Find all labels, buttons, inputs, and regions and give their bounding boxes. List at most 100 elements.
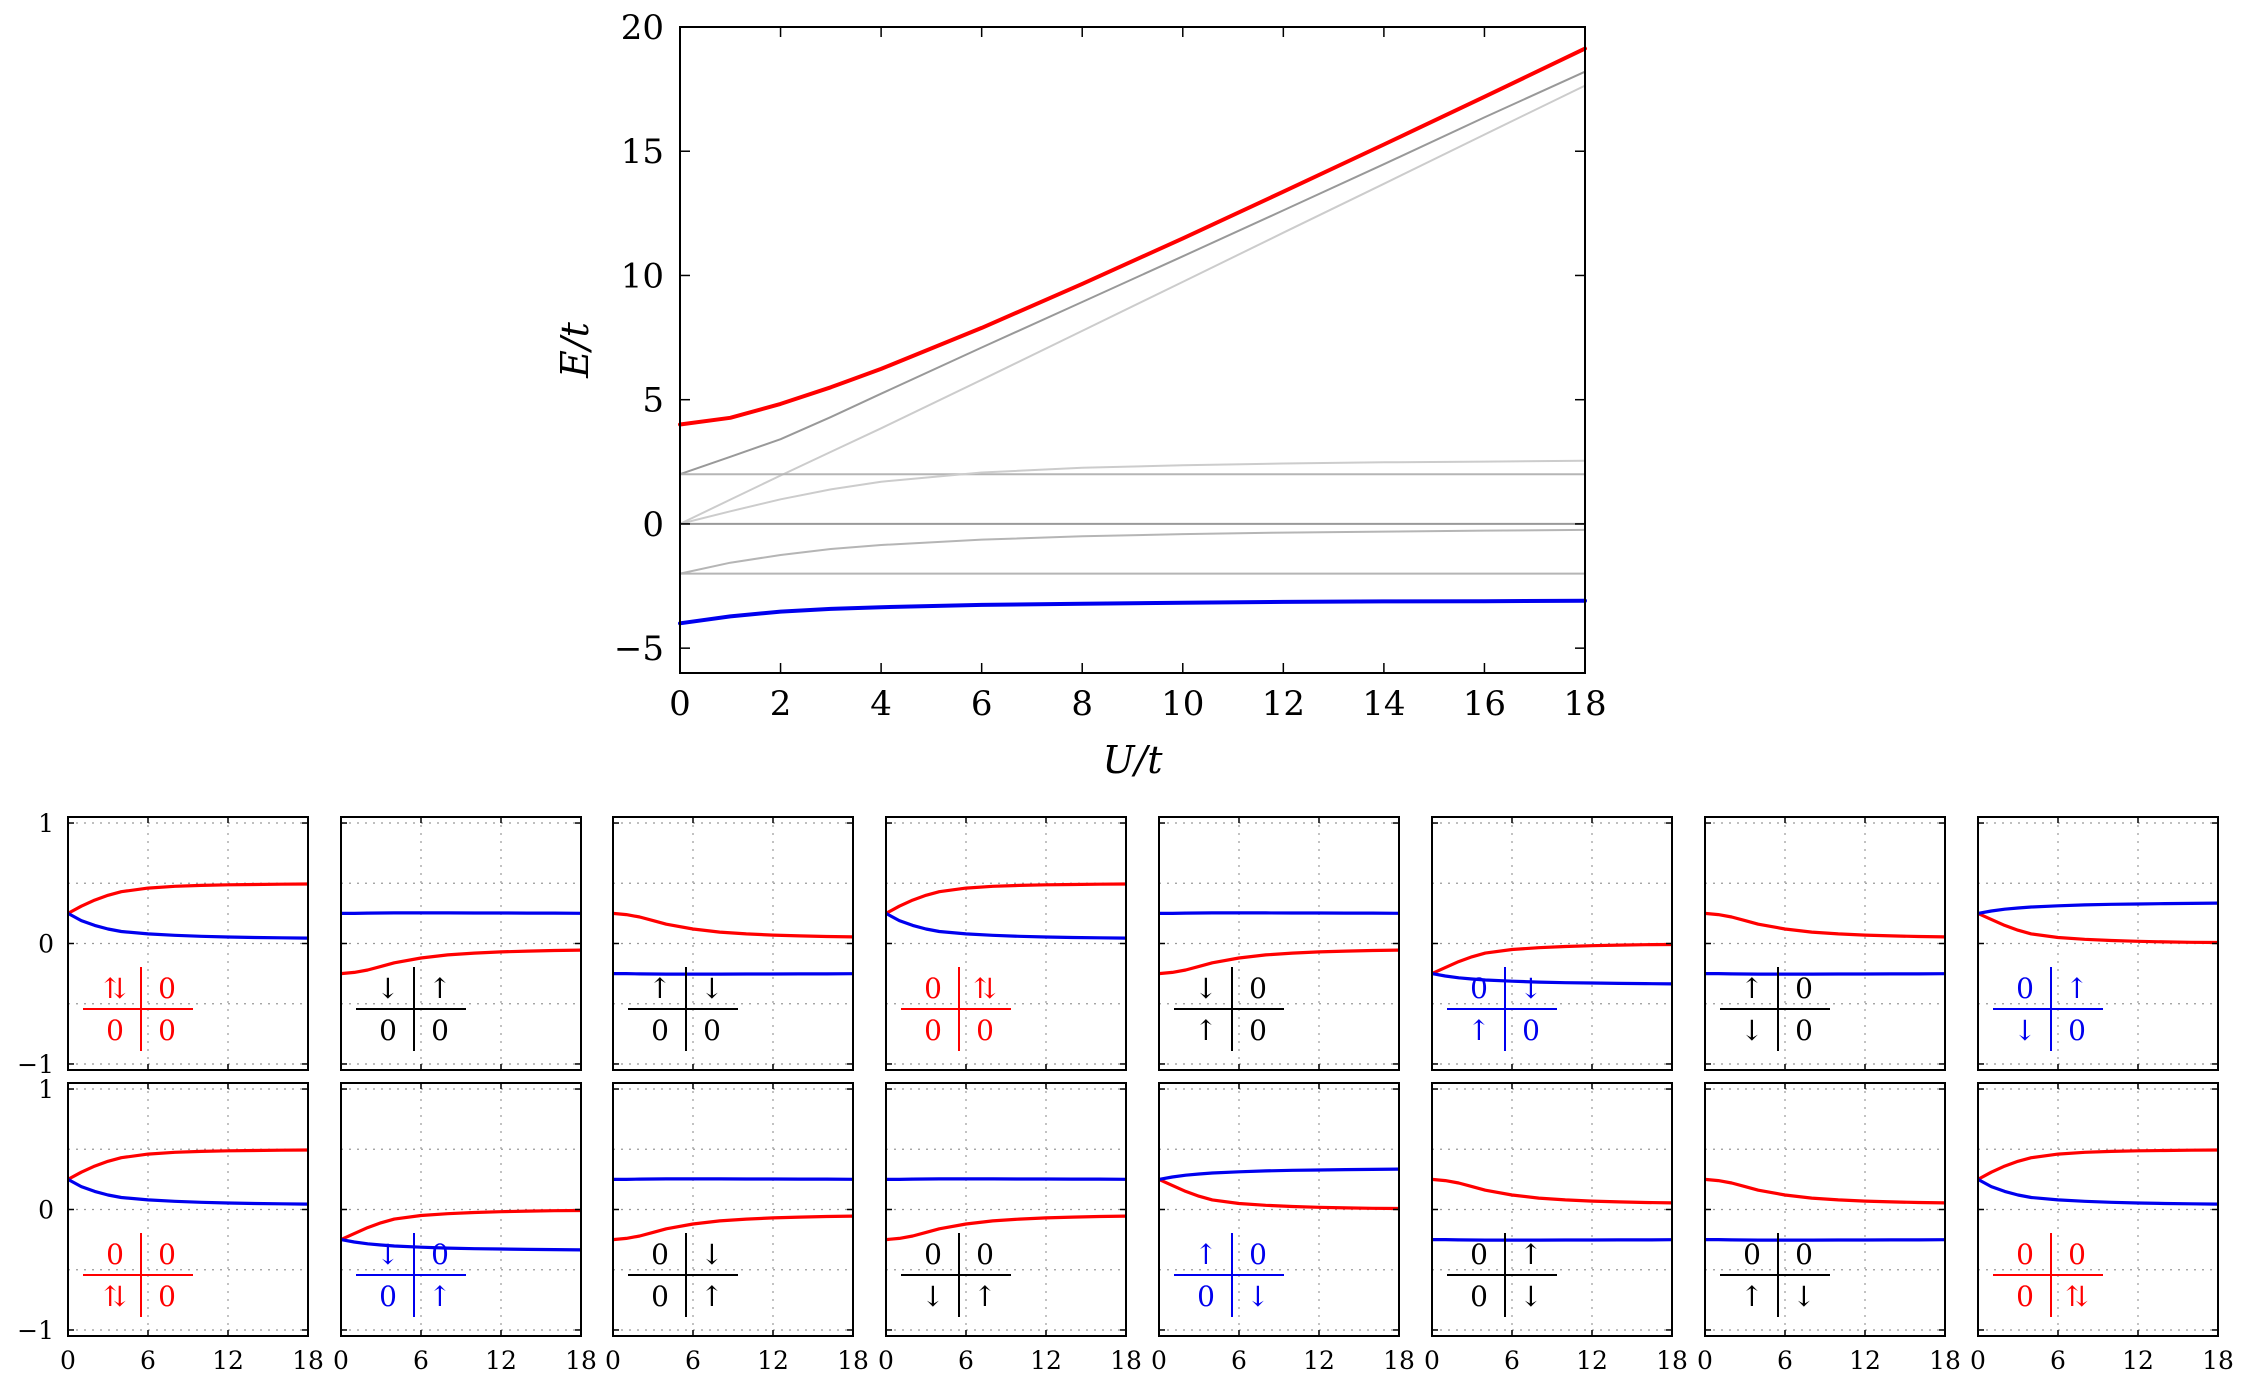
y-tick-label: −5 — [614, 629, 664, 669]
x-tick-label: 12 — [1030, 1346, 1062, 1375]
panel-r1-c1: 0 6 12 18 ↓ 0 0 ↑ — [333, 1082, 597, 1375]
red-curve — [1431, 942, 1673, 976]
panel-r0-c3: 0 ⇅ 0 0 — [885, 816, 1127, 1071]
occupation-cell: 0 — [158, 1280, 176, 1313]
occupation-cell: 0 — [1795, 1238, 1813, 1271]
occupation-diagram: ↓ 0 0 ↑ — [356, 1233, 466, 1317]
occupation-cell: 0 — [976, 1238, 994, 1271]
red-curve — [612, 911, 854, 939]
panel-r0-c1: ↓ ↑ 0 0 — [340, 816, 582, 1071]
red-curve — [1977, 1148, 2219, 1181]
blue-curve — [340, 1238, 582, 1252]
occupation-cell: 0 — [158, 1014, 176, 1047]
occupation-cell: ↓ — [1792, 1280, 1815, 1313]
occupation-cell: ↑ — [1740, 972, 1763, 1005]
occupation-cell: 0 — [2016, 972, 2034, 1005]
occupation-cell: ↑ — [1740, 1280, 1763, 1313]
occupation-cell: ↓ — [1519, 1280, 1542, 1313]
occupation-cell: ↓ — [1194, 972, 1217, 1005]
x-tick-label: 10 — [1161, 684, 1204, 724]
x-tick-label: 0 — [1424, 1346, 1440, 1375]
panel-r1-c7: 0 6 12 18 0 0 0 ⇅ — [1970, 1082, 2234, 1375]
occupation-cell: 0 — [1470, 972, 1488, 1005]
occupation-cell: ↓ — [1519, 972, 1542, 1005]
occupation-cell: 0 — [379, 1014, 397, 1047]
occupation-diagram: ↑ 0 ↓ 0 — [1720, 967, 1830, 1051]
occupation-diagram: 0 0 ⇅ 0 — [83, 1233, 193, 1317]
occupation-cell: ↑ — [973, 1280, 996, 1313]
blue-curve — [885, 911, 1127, 940]
red-curve — [1704, 911, 1946, 939]
x-tick-label: 4 — [870, 684, 892, 724]
red-curve — [612, 1214, 854, 1242]
blue-curve — [1159, 911, 1400, 915]
occupation-cell: ⇅ — [103, 972, 126, 1005]
occupation-cell: ↓ — [2013, 1014, 2036, 1047]
small-multiples-grid: −1 0 1 ⇅ 0 0 0 ↓ ↑ 0 0 ↑ ↓ 0 0 0 ⇅ 0 0 ↓ 0 ↑ 0 0 ↓ ↑ 0 ↑ 0 ↓ 0 0 ↑ ↓ 0 0 6 12… — [17, 809, 2234, 1375]
occupation-cell: ↓ — [376, 972, 399, 1005]
occupation-diagram: 0 ⇅ 0 0 — [901, 967, 1011, 1051]
red-curve — [1158, 948, 1400, 976]
blue-curve — [1158, 1167, 1400, 1181]
red-curve — [1158, 1177, 1400, 1211]
blue-curve — [1977, 1177, 2219, 1206]
x-tick-label: 12 — [1849, 1346, 1881, 1375]
series-line-8 — [678, 598, 1587, 626]
x-tick-label: 12 — [485, 1346, 517, 1375]
x-tick-label: 12 — [1303, 1346, 1335, 1375]
red-curve — [67, 882, 309, 915]
y-tick-label: 0 — [38, 930, 54, 959]
x-tick-label: 0 — [1970, 1346, 1986, 1375]
x-tick-label: 0 — [669, 684, 691, 724]
y-tick-label: 1 — [38, 809, 54, 838]
occupation-cell: 0 — [1197, 1280, 1215, 1313]
x-tick-label: 14 — [1362, 684, 1405, 724]
x-tick-label: 0 — [333, 1346, 349, 1375]
panel-r1-c5: 0 6 12 18 0 ↑ 0 ↓ — [1424, 1082, 1688, 1375]
blue-curve — [1977, 901, 2219, 915]
panel-r0-c5: 0 ↓ ↑ 0 — [1431, 816, 1673, 1071]
x-tick-label: 18 — [1929, 1346, 1961, 1375]
y-tick-label: −1 — [17, 1316, 54, 1345]
x-tick-label: 0 — [878, 1346, 894, 1375]
red-curve — [340, 1208, 582, 1242]
x-tick-label: 6 — [140, 1346, 156, 1375]
occupation-cell: 0 — [158, 1238, 176, 1271]
occupation-cell: ↑ — [1194, 1014, 1217, 1047]
x-tick-label: 6 — [2050, 1346, 2066, 1375]
occupation-cell: ↓ — [1246, 1280, 1269, 1313]
occupation-diagram: 0 0 ↓ ↑ — [901, 1233, 1011, 1317]
red-curve — [1704, 1177, 1946, 1205]
occupation-cell: 0 — [431, 1014, 449, 1047]
y-tick-label: 0 — [38, 1196, 54, 1225]
panel-r1-c3: 0 6 12 18 0 0 ↓ ↑ — [878, 1082, 1142, 1375]
occupation-diagram: ↓ ↑ 0 0 — [356, 967, 466, 1051]
x-tick-label: 18 — [292, 1346, 324, 1375]
occupation-diagram: 0 0 ↑ ↓ — [1720, 1233, 1830, 1317]
x-tick-label: 16 — [1463, 684, 1506, 724]
x-tick-label: 18 — [1563, 684, 1606, 724]
occupation-diagram: ⇅ 0 0 0 — [83, 967, 193, 1051]
x-tick-label: 6 — [413, 1346, 429, 1375]
blue-curve — [1432, 1238, 1673, 1242]
occupation-cell: 0 — [1522, 1014, 1540, 1047]
x-tick-label: 6 — [971, 684, 993, 724]
x-tick-label: 12 — [2122, 1346, 2154, 1375]
occupation-cell: 0 — [651, 1238, 669, 1271]
panel-r1-c2: 0 6 12 18 0 ↓ 0 ↑ — [605, 1082, 869, 1375]
x-tick-label: 18 — [1110, 1346, 1142, 1375]
x-tick-label: 18 — [837, 1346, 869, 1375]
red-curve — [885, 1214, 1127, 1242]
x-tick-label: 6 — [958, 1346, 974, 1375]
occupation-cell: ↑ — [648, 972, 671, 1005]
occupation-cell: 0 — [924, 972, 942, 1005]
occupation-cell: ↑ — [1194, 1238, 1217, 1271]
x-tick-label: 2 — [770, 684, 792, 724]
occupation-cell: 0 — [158, 972, 176, 1005]
x-tick-label: 6 — [1231, 1346, 1247, 1375]
series-line-1 — [679, 70, 1586, 476]
occupation-cell: ↓ — [700, 1238, 723, 1271]
red-curve — [885, 882, 1127, 915]
blue-curve — [1705, 1238, 1946, 1242]
